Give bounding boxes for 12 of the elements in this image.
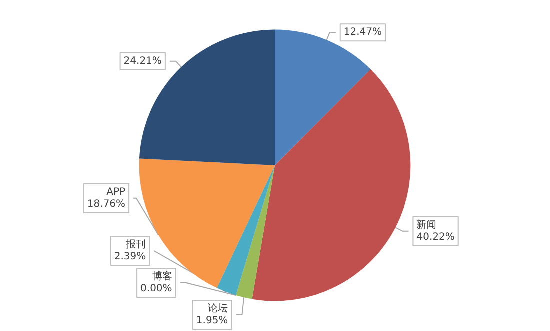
data-label: 18.76% — [87, 198, 126, 210]
data-label: 2.39% — [114, 252, 146, 262]
text: 0.00% — [140, 284, 172, 294]
slice-label: 新闻 — [416, 218, 437, 231]
data-label: 24.21% — [124, 56, 162, 67]
data-label: 1.95% — [196, 316, 228, 326]
category-label: 博客 — [152, 272, 172, 282]
data-label: 12.47% — [344, 27, 382, 38]
slice-label: 论坛 — [208, 302, 228, 314]
data-label: 40.22% — [416, 232, 455, 243]
slice-label: 报刊 — [125, 238, 146, 250]
slice-label: APP — [106, 186, 126, 198]
